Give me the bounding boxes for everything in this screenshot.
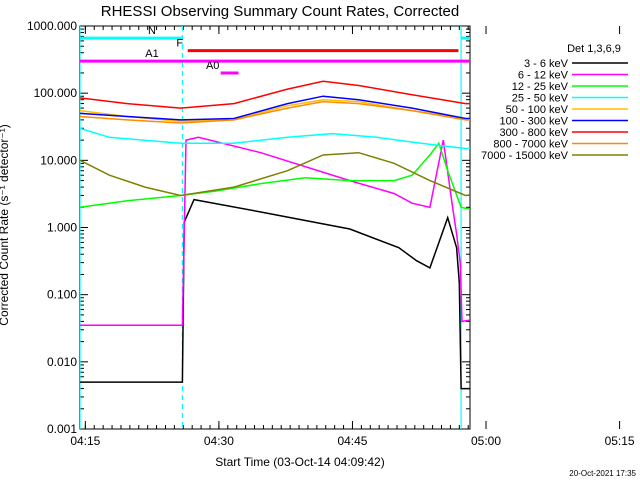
legend-label: 3 - 6 keV xyxy=(524,58,569,70)
legend-label: 800 - 7000 keV xyxy=(493,139,568,151)
series-line xyxy=(80,80,470,109)
y-tick-label: 1000.000 xyxy=(27,19,77,33)
legend-label: 6 - 12 keV xyxy=(518,70,569,82)
x-tick-label: 04:30 xyxy=(204,434,234,448)
legend-label: 12 - 25 keV xyxy=(512,81,569,93)
flag-label: N xyxy=(148,25,156,37)
x-tick-label: 05:00 xyxy=(471,434,501,448)
y-tick-label: 100.000 xyxy=(34,86,78,100)
footer-timestamp: 20-Oct-2021 17:35 xyxy=(569,469,636,478)
legend-label: 25 - 50 keV xyxy=(512,93,569,105)
series-line xyxy=(80,95,470,121)
y-tick-label: 0.100 xyxy=(47,288,77,302)
flag-label: F xyxy=(176,38,183,50)
plot-layer: 0.001 0.010 0.100 1.000 10.000 100.000 1000.00… xyxy=(27,19,635,448)
chart-title: RHESSI Observing Summary Count Rates, Co… xyxy=(101,3,459,20)
plot-frame xyxy=(79,25,471,430)
series-line xyxy=(80,127,470,150)
x-tick-label: 05:15 xyxy=(605,434,635,448)
y-tick-label: 10.000 xyxy=(40,153,77,167)
series-line xyxy=(80,100,470,124)
legend-label: 7000 - 15000 keV xyxy=(481,150,569,162)
flag-label: A1 xyxy=(145,48,158,60)
y-tick-label: 1.000 xyxy=(47,221,77,235)
x-tick-label: 04:15 xyxy=(70,434,100,448)
y-tick-label: 0.010 xyxy=(47,355,77,369)
y-axis-label: Corrected Count Rate (s⁻¹ detector⁻¹) xyxy=(0,124,11,325)
series-line xyxy=(80,151,470,197)
x-axis-label: Start Time (03-Oct-14 04:09:42) xyxy=(215,455,384,469)
y-tick-label: 0.001 xyxy=(47,422,77,436)
flag-label: A0 xyxy=(206,60,219,72)
legend-label: 100 - 300 keV xyxy=(500,116,569,128)
series-line xyxy=(80,98,470,123)
legend-title: Det 1,3,6,9 xyxy=(567,43,621,55)
legend-label: 50 - 100 keV xyxy=(506,104,569,116)
series-line xyxy=(80,136,470,327)
legend-label: 300 - 800 keV xyxy=(500,127,569,139)
series-line xyxy=(80,198,470,390)
x-tick-label: 04:45 xyxy=(337,434,367,448)
